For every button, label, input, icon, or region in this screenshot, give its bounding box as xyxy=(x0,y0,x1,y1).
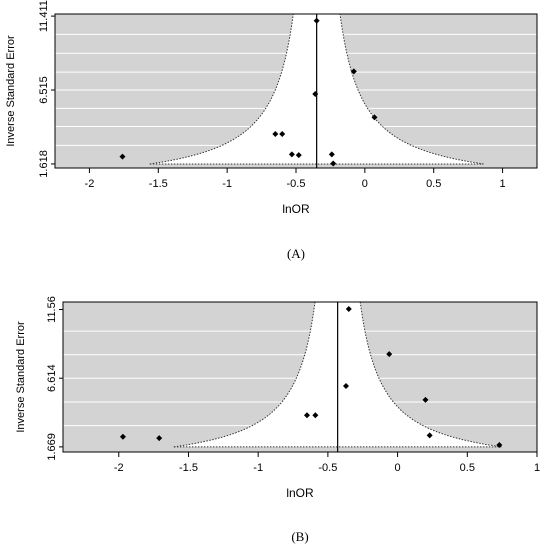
x-tick-label: 0.5 xyxy=(426,178,441,190)
x-tick-label: -2 xyxy=(114,462,124,474)
study-point xyxy=(312,91,319,98)
funnel-left-boundary xyxy=(173,301,316,448)
x-tick-label: -0.5 xyxy=(287,178,306,190)
x-tick-label: -0.5 xyxy=(318,462,337,474)
y-tick-label: 11.56 xyxy=(46,296,58,323)
study-point xyxy=(343,383,350,390)
x-tick-label: 0.5 xyxy=(460,462,475,474)
funnel-right-boundary xyxy=(359,301,502,448)
x-tick-label: 0 xyxy=(395,462,401,474)
x-tick-label: 1 xyxy=(500,178,506,190)
study-point xyxy=(345,305,352,312)
study-point xyxy=(422,396,429,403)
x-tick-label: -1.5 xyxy=(149,178,168,190)
y-tick-label: 6.614 xyxy=(46,364,58,392)
x-tick-label: -2 xyxy=(85,178,95,190)
y-axis-label: Inverse Standard Error xyxy=(5,35,17,147)
y-tick-label: 6.515 xyxy=(38,76,50,104)
study-point xyxy=(119,153,126,160)
study-point xyxy=(330,160,337,167)
study-point xyxy=(328,151,335,158)
panel-label: (A) xyxy=(287,246,305,261)
study-point xyxy=(119,433,126,440)
study-point xyxy=(279,131,286,138)
study-point xyxy=(313,17,320,24)
plot-frame xyxy=(62,301,538,453)
x-axis-label: lnOR xyxy=(282,202,310,216)
study-point xyxy=(272,131,279,138)
study-point xyxy=(426,432,433,439)
y-tick-label: 11.411 xyxy=(38,0,50,32)
study-point xyxy=(295,152,302,159)
y-tick-label: 1.669 xyxy=(46,433,58,461)
panel-label: (B) xyxy=(291,529,308,544)
x-axis-label: lnOR xyxy=(286,486,314,500)
study-point xyxy=(371,114,378,121)
study-point xyxy=(312,412,319,419)
study-point xyxy=(350,68,357,75)
x-tick-label: -1 xyxy=(253,462,263,474)
study-point xyxy=(288,151,295,158)
y-tick-label: 1.618 xyxy=(38,150,50,178)
x-tick-label: 0 xyxy=(362,178,368,190)
study-point xyxy=(156,435,163,442)
x-tick-label: -1.5 xyxy=(179,462,198,474)
study-point xyxy=(496,442,503,449)
study-point xyxy=(386,351,393,358)
study-point xyxy=(303,412,310,419)
y-axis-label: Inverse Standard Error xyxy=(15,321,27,433)
x-tick-label: 1 xyxy=(534,462,540,474)
x-tick-label: -1 xyxy=(222,178,232,190)
